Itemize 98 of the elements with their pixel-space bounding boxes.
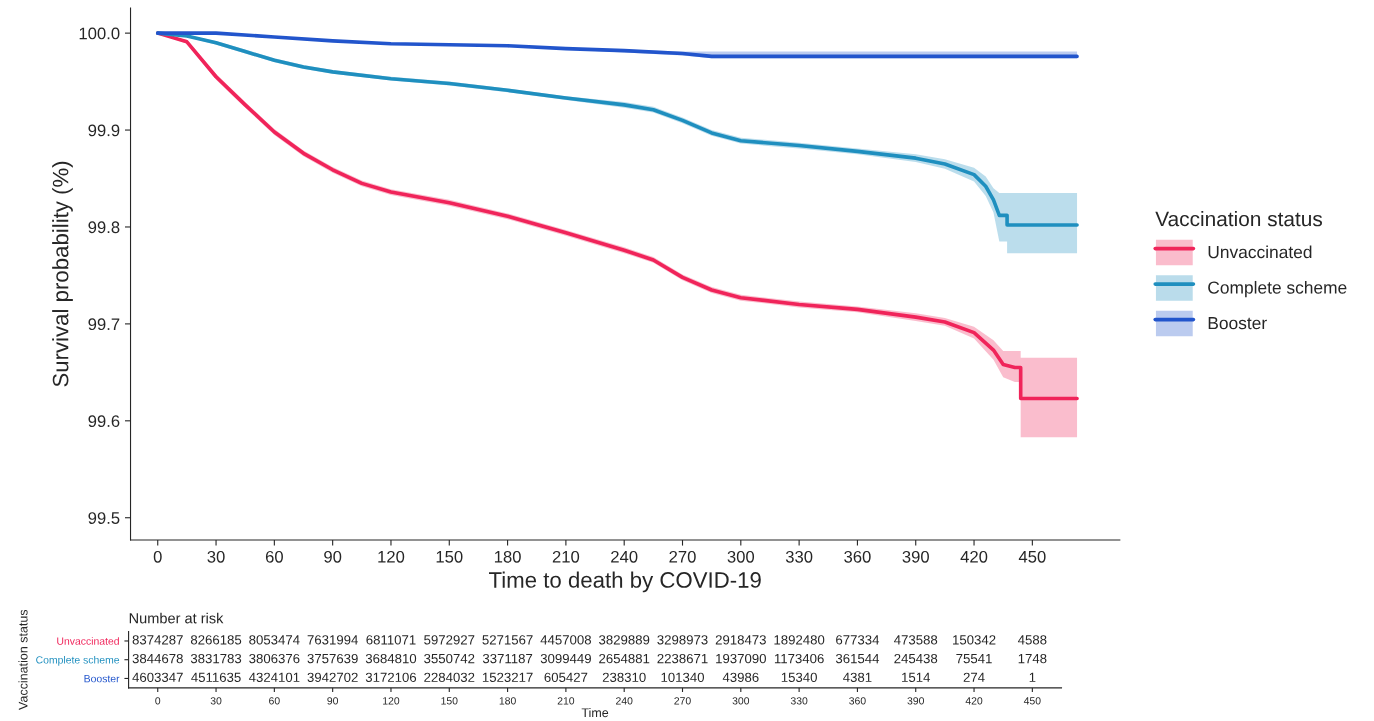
data-label: 5972927 (424, 635, 475, 645)
x-tick-label: 30 (207, 550, 225, 563)
data-label: 4381 (843, 672, 872, 682)
data-label: 101340 (661, 672, 705, 682)
x-tick-label: 180 (499, 697, 516, 705)
x-tick-label: 390 (907, 697, 925, 705)
x-tick-label: 300 (727, 550, 755, 563)
x-tick-label: 210 (557, 697, 575, 705)
y-tick-label: 99.8 (88, 221, 120, 234)
x-tick-label: 60 (265, 550, 283, 563)
x-tick-label: 360 (849, 697, 866, 705)
data-label: 3831783 (190, 653, 242, 664)
data-label: 2284032 (424, 672, 475, 682)
x-tick-label: 450 (1018, 550, 1046, 563)
data-label: 677334 (836, 635, 880, 645)
y-axis-title: Survival probability (%) (52, 161, 73, 387)
data-label: 1892480 (774, 635, 825, 645)
data-label: 75541 (956, 654, 992, 664)
x-tick-label: 210 (552, 550, 580, 563)
data-label: 2918473 (715, 635, 766, 645)
data-label: 3298973 (657, 635, 708, 645)
x-tick-label: 0 (153, 550, 162, 563)
x-tick-label: 90 (327, 697, 339, 705)
y-tick-label: 99.6 (88, 415, 120, 428)
x-tick-label: 300 (732, 697, 750, 705)
data-label: 8374287 (132, 635, 183, 645)
data-label: 245438 (894, 653, 938, 664)
data-label: 43986 (722, 672, 759, 682)
x-tick-label: 270 (674, 697, 691, 705)
x-tick-label: 150 (436, 550, 463, 563)
data-label: 1523217 (482, 672, 533, 682)
x-tick-label: 150 (441, 697, 458, 705)
data-label: 3550742 (424, 653, 475, 664)
x-tick-label: 420 (965, 697, 983, 705)
y-axis-title: Vaccination status (18, 609, 28, 710)
x-tick-label: 90 (324, 550, 342, 563)
data-label: 3172106 (365, 672, 417, 682)
data-label: 4603347 (132, 672, 183, 682)
data-label: 1 (1029, 672, 1036, 682)
data-label: 274 (963, 672, 985, 682)
x-tick-label: 330 (790, 697, 808, 705)
data-label: 1173406 (774, 653, 824, 664)
x-tick-label: 420 (960, 550, 988, 563)
data-label: 3844678 (132, 653, 183, 664)
x-tick-label: 0 (155, 697, 161, 705)
data-label: 3942702 (307, 672, 358, 682)
data-label: 8266185 (190, 635, 242, 645)
x-tick-label: 390 (902, 550, 929, 563)
x-axis-title: Time (581, 707, 609, 718)
data-label: 3757639 (307, 653, 358, 664)
legend-title: Vaccination status (1155, 211, 1323, 227)
data-label: 361544 (835, 653, 880, 664)
x-axis-title: Time to death by COVID-19 (489, 571, 761, 593)
x-tick-label: 180 (494, 550, 521, 563)
data-label: 238310 (602, 672, 646, 682)
data-label: 7631994 (307, 635, 358, 645)
legend-label: Complete scheme (1208, 280, 1347, 298)
data-label: 605427 (544, 672, 588, 682)
data-label: 3684810 (365, 653, 417, 664)
data-label: 4324101 (248, 672, 300, 682)
y-tick-label: Unvaccinated (57, 637, 119, 645)
data-label: 4588 (1017, 635, 1047, 645)
data-label: 1937090 (716, 653, 766, 664)
data-label: 2654881 (599, 653, 650, 664)
y-tick-label: Booster (84, 675, 120, 683)
legend-label: Booster (1208, 317, 1267, 330)
x-tick-label: 120 (378, 550, 405, 563)
data-label: 150342 (953, 635, 996, 645)
x-tick-label: 120 (383, 697, 400, 705)
data-label: 5271567 (482, 635, 533, 645)
y-tick-label: Complete scheme (36, 655, 120, 666)
x-tick-label: 330 (785, 550, 813, 563)
data-label: 473588 (894, 635, 938, 645)
x-tick-label: 240 (611, 550, 638, 563)
data-label: 1748 (1018, 653, 1047, 664)
data-label: 15340 (781, 672, 817, 682)
data-label: 3099449 (540, 653, 591, 664)
data-label: 2238671 (657, 653, 708, 664)
x-tick-label: 450 (1023, 697, 1041, 705)
data-label: 4457008 (540, 635, 591, 645)
x-tick-label: 240 (616, 697, 633, 705)
x-tick-label: 60 (269, 697, 280, 705)
y-tick-label: 99.5 (88, 512, 120, 524)
data-label: 6811071 (366, 635, 416, 645)
data-label: 4511635 (191, 672, 241, 682)
data-label: 3371187 (482, 653, 533, 664)
x-tick-label: 30 (210, 697, 222, 705)
data-label: 8053474 (249, 635, 300, 645)
y-tick-label: 99.7 (88, 318, 120, 331)
x-tick-label: 270 (669, 550, 696, 563)
y-tick-label: 99.9 (88, 124, 120, 137)
legend-label: Unvaccinated (1208, 245, 1312, 259)
y-tick-label: 100.0 (79, 27, 120, 40)
data-label: 3829889 (599, 635, 650, 645)
data-label: 1514 (902, 672, 931, 682)
data-label: 3806376 (249, 653, 300, 664)
chart-title: Number at risk (129, 612, 224, 624)
x-tick-label: 360 (844, 550, 871, 563)
